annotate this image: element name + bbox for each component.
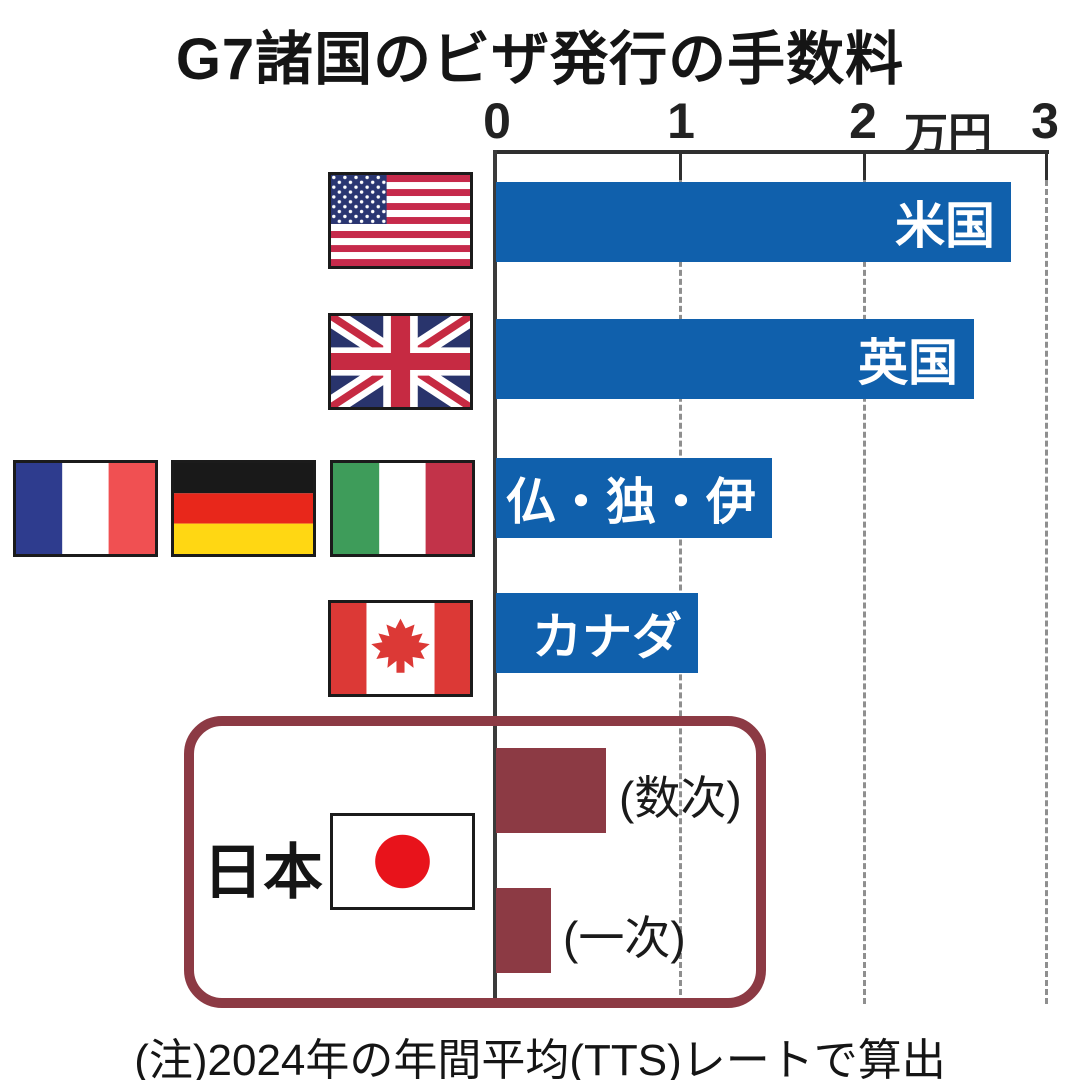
italy-flag-icon <box>330 460 475 557</box>
gridline-1 <box>679 180 682 1004</box>
bar-canada: カナダ <box>496 593 698 673</box>
japan-flag-icon <box>330 813 475 910</box>
x-axis-ruler <box>493 150 1049 154</box>
x-tick-mark-2 <box>863 154 866 180</box>
bar-japan-multiple-entry <box>496 748 606 833</box>
bar-japan-single-entry <box>496 888 551 973</box>
germany-flag-icon <box>171 460 316 557</box>
x-tick-label-0: 0 <box>483 93 511 149</box>
gridline-2 <box>863 180 866 1004</box>
bar-label-us: 米国 <box>895 198 995 254</box>
bar-label-canada: カナダ <box>532 609 682 665</box>
x-tick-mark-3 <box>1045 154 1048 180</box>
bar-france-germany-italy: 仏・独・伊 <box>496 458 772 538</box>
france-flag-icon <box>13 460 158 557</box>
chart-title: G7諸国のビザ発行の手数料 <box>175 27 905 92</box>
bar-label-japan-single-entry: (一次) <box>563 912 686 964</box>
bar-label-japan-multiple-entry: (数次) <box>619 772 742 824</box>
footnote: (注)2024年の年間平均(TTS)レートで算出 <box>134 1036 946 1080</box>
x-tick-mark-1 <box>679 154 682 180</box>
canada-flag-icon <box>328 600 473 697</box>
y-axis-line <box>493 150 497 1006</box>
bar-label-uk: 英国 <box>858 335 958 391</box>
us-flag-icon <box>328 172 473 269</box>
japan-group-label: 日本 <box>203 839 323 906</box>
bar-us: 米国 <box>496 182 1011 262</box>
gridline-3 <box>1045 180 1048 1004</box>
uk-flag-icon <box>328 313 473 410</box>
bar-uk: 英国 <box>496 319 974 399</box>
x-tick-label-1: 1 <box>667 93 695 149</box>
x-tick-label-2: 2 <box>849 93 877 149</box>
x-tick-label-3: 3 <box>1031 93 1059 149</box>
bar-label-france-germany-italy: 仏・独・伊 <box>506 474 756 530</box>
